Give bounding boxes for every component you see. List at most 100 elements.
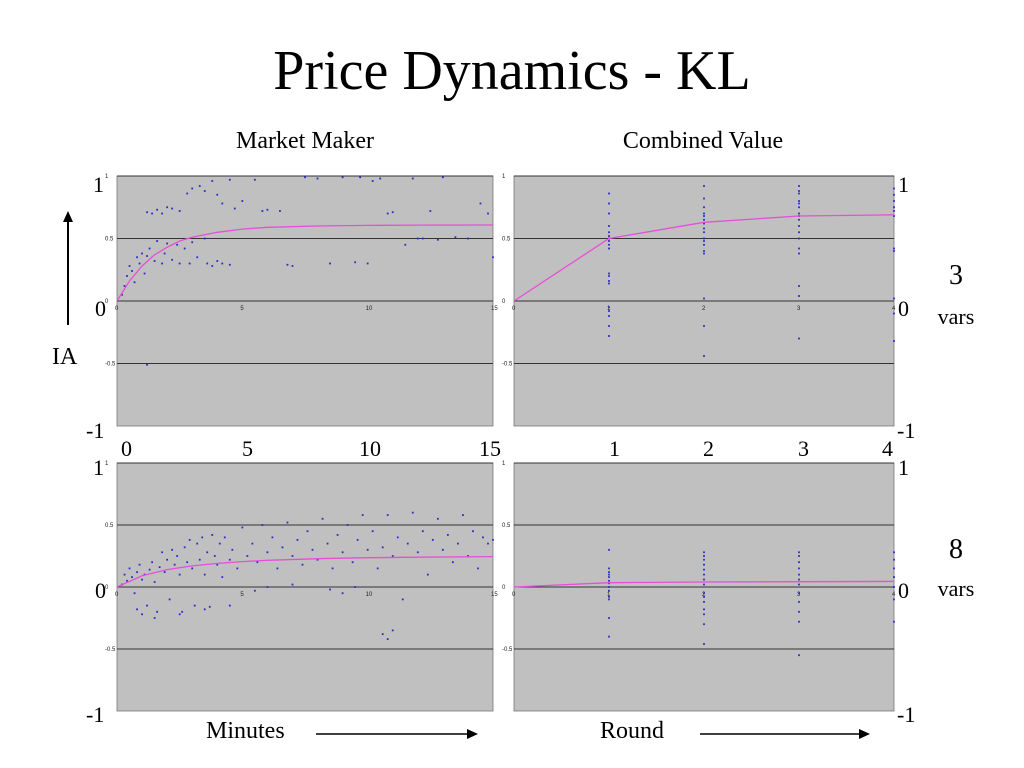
y-label-zero-1: 0	[95, 296, 106, 321]
data-point	[798, 561, 800, 564]
data-point	[608, 586, 610, 588]
column-title-combined-value: Combined Value	[622, 128, 784, 154]
tick-label: 0	[502, 299, 506, 305]
tick-label: 0	[512, 592, 516, 598]
data-point	[487, 212, 489, 215]
data-point	[316, 177, 319, 180]
data-point	[893, 297, 895, 300]
data-point	[206, 262, 209, 265]
data-point	[251, 542, 254, 545]
data-point	[186, 192, 189, 195]
data-point	[608, 275, 610, 277]
data-point	[608, 617, 610, 619]
fit-curve	[116, 555, 494, 588]
data-point	[133, 281, 136, 284]
data-point	[266, 586, 269, 588]
x-label-minutes-0: 0	[121, 436, 132, 461]
data-point	[301, 563, 304, 566]
data-point	[359, 176, 362, 179]
data-point	[168, 598, 171, 601]
x-label-minutes-15: 15	[479, 436, 501, 461]
data-point	[421, 530, 424, 533]
data-point	[798, 610, 800, 613]
data-point	[416, 237, 419, 240]
chart-panel-market-maker-3vars: 1 0.5 0 -0.5 0 5 10 15	[105, 174, 498, 427]
y-label-zero-r1: 0	[898, 296, 909, 321]
slide-title: Price Dynamics - KL	[273, 40, 751, 102]
tick-label: 4	[892, 306, 896, 312]
data-point	[798, 620, 800, 623]
data-point	[421, 237, 424, 240]
data-point	[893, 187, 895, 190]
data-point	[146, 363, 148, 366]
data-point	[291, 583, 294, 586]
data-point	[703, 623, 705, 626]
data-point	[173, 563, 176, 566]
y-label-bottom-r1: -1	[897, 418, 916, 443]
data-point	[608, 306, 610, 309]
data-point	[123, 573, 126, 576]
data-point	[893, 312, 895, 315]
data-point	[146, 255, 148, 257]
data-point	[467, 237, 469, 240]
data-point	[472, 530, 474, 533]
y-label-bottom-r2: -1	[897, 702, 916, 727]
data-point	[893, 206, 895, 209]
row2-var-count: 8	[949, 534, 963, 565]
data-point	[181, 610, 184, 613]
data-point	[138, 262, 141, 265]
tick-label: 3	[797, 592, 801, 598]
data-point	[893, 247, 895, 250]
data-point	[221, 262, 224, 265]
data-point	[703, 568, 705, 571]
data-point	[451, 561, 454, 564]
data-point	[211, 180, 214, 182]
data-point	[311, 548, 314, 551]
data-point	[492, 256, 494, 259]
data-point	[141, 252, 143, 255]
data-point	[188, 538, 191, 541]
data-point	[411, 177, 414, 180]
tick-label: 5	[240, 592, 244, 598]
data-point	[798, 247, 800, 250]
data-point	[236, 567, 239, 570]
y-label-top-1: 1	[93, 172, 104, 197]
tick-label: 3	[797, 306, 801, 312]
row1-var-unit: vars	[937, 304, 975, 329]
data-point	[351, 561, 354, 564]
data-point	[141, 578, 143, 581]
tick-label: 1	[607, 592, 611, 598]
data-point	[441, 176, 444, 179]
data-point	[703, 600, 705, 603]
data-point	[253, 589, 256, 592]
data-point	[703, 592, 705, 595]
data-point	[391, 555, 394, 557]
data-point	[798, 285, 800, 287]
data-point	[233, 207, 236, 210]
data-point	[386, 638, 389, 640]
data-point	[223, 536, 226, 539]
data-point	[166, 242, 169, 245]
data-point	[121, 293, 123, 296]
data-point	[266, 551, 269, 554]
data-point	[321, 517, 324, 520]
data-point	[798, 654, 800, 657]
data-point	[608, 240, 610, 242]
data-point	[798, 190, 800, 192]
data-point	[136, 571, 138, 574]
data-point	[256, 561, 259, 564]
data-point	[203, 608, 206, 611]
tick-label: 10	[366, 306, 373, 312]
tick-label: 0.5	[105, 523, 114, 529]
data-point	[893, 193, 895, 196]
data-point	[131, 270, 133, 272]
data-point	[361, 514, 364, 516]
data-point	[467, 555, 469, 557]
data-point	[608, 596, 610, 598]
data-point	[156, 208, 159, 211]
data-point	[703, 325, 705, 327]
data-point	[608, 635, 610, 638]
data-point	[241, 200, 244, 202]
chart-panel-market-maker-8vars: 1 0.5 0 -0.5 0 5 10 15	[105, 461, 498, 712]
data-point	[176, 243, 179, 246]
